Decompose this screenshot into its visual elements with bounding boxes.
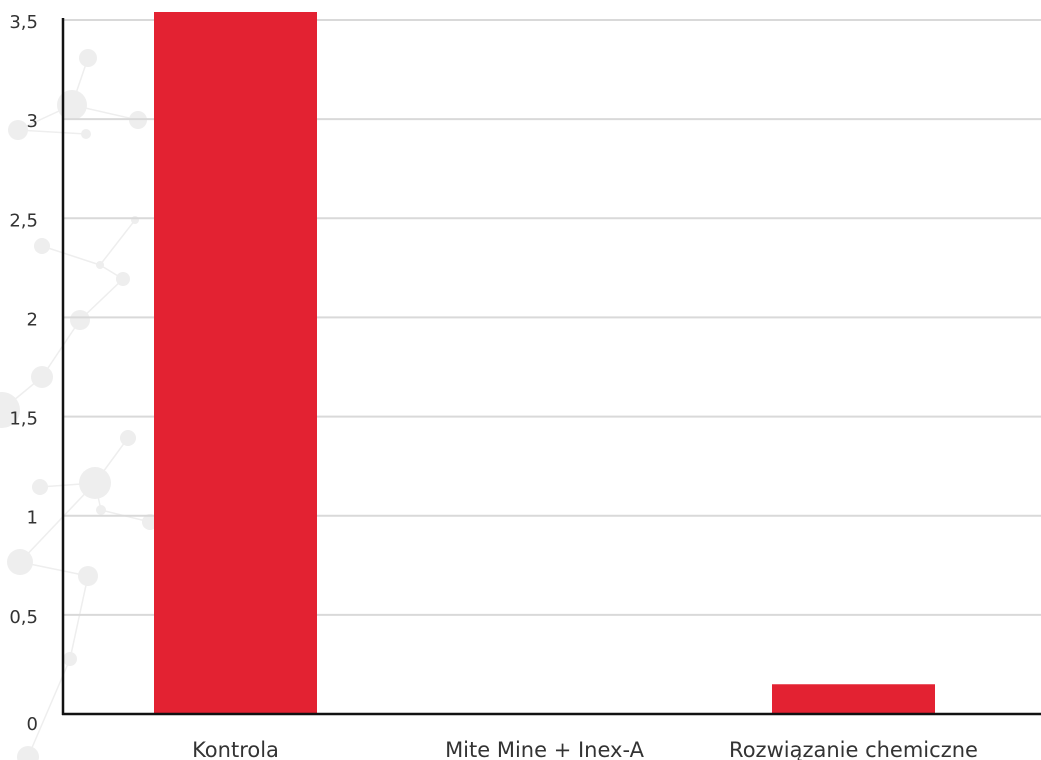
y-tick-label: 0 — [27, 714, 38, 735]
x-category-label: Rozwiązanie chemiczne — [729, 738, 978, 760]
decor-node — [78, 566, 98, 586]
x-category-labels: Kontrola Mite Mine + Inex-A Rozwiązanie ch… — [192, 738, 978, 760]
decor-node — [81, 129, 91, 139]
decor-node — [32, 479, 48, 495]
decor-node — [63, 652, 77, 666]
decor-node — [79, 467, 111, 499]
decor-link — [41, 245, 101, 266]
y-tick-label: 3 — [27, 111, 38, 132]
decor-node — [131, 216, 139, 224]
decor-link — [69, 575, 89, 660]
decor-node — [34, 238, 50, 254]
decor-node — [57, 90, 87, 120]
decor-node — [0, 392, 20, 428]
x-category-label: Mite Mine + Inex-A — [445, 738, 645, 760]
y-tick-label: 1 — [27, 508, 38, 529]
bar-3 — [772, 684, 935, 714]
decor-node — [96, 261, 104, 269]
decor-node — [7, 549, 33, 575]
bars — [154, 12, 935, 714]
decor-link — [17, 129, 87, 135]
y-tick-labels: 0 0,5 1 1,5 2 2,5 3 3,5 — [9, 12, 38, 735]
decor-node — [120, 430, 136, 446]
background-molecule-decoration — [0, 49, 158, 760]
y-tick-label: 2,5 — [9, 210, 38, 231]
y-tick-label: 1,5 — [9, 409, 38, 430]
decor-node — [79, 49, 97, 67]
y-tick-label: 0,5 — [9, 607, 38, 628]
decor-node — [116, 272, 130, 286]
x-category-label: Kontrola — [192, 738, 279, 760]
decor-node — [8, 120, 28, 140]
axes — [61, 18, 1041, 716]
decor-node — [31, 366, 53, 388]
decor-link — [99, 219, 136, 266]
decor-node — [96, 505, 106, 515]
decor-node — [70, 310, 90, 330]
y-tick-label: 3,5 — [9, 12, 38, 33]
decor-node — [17, 746, 39, 760]
y-tick-label: 2 — [27, 309, 38, 330]
decor-link — [41, 319, 81, 378]
decor-link — [19, 482, 96, 563]
bar-1 — [154, 12, 317, 714]
